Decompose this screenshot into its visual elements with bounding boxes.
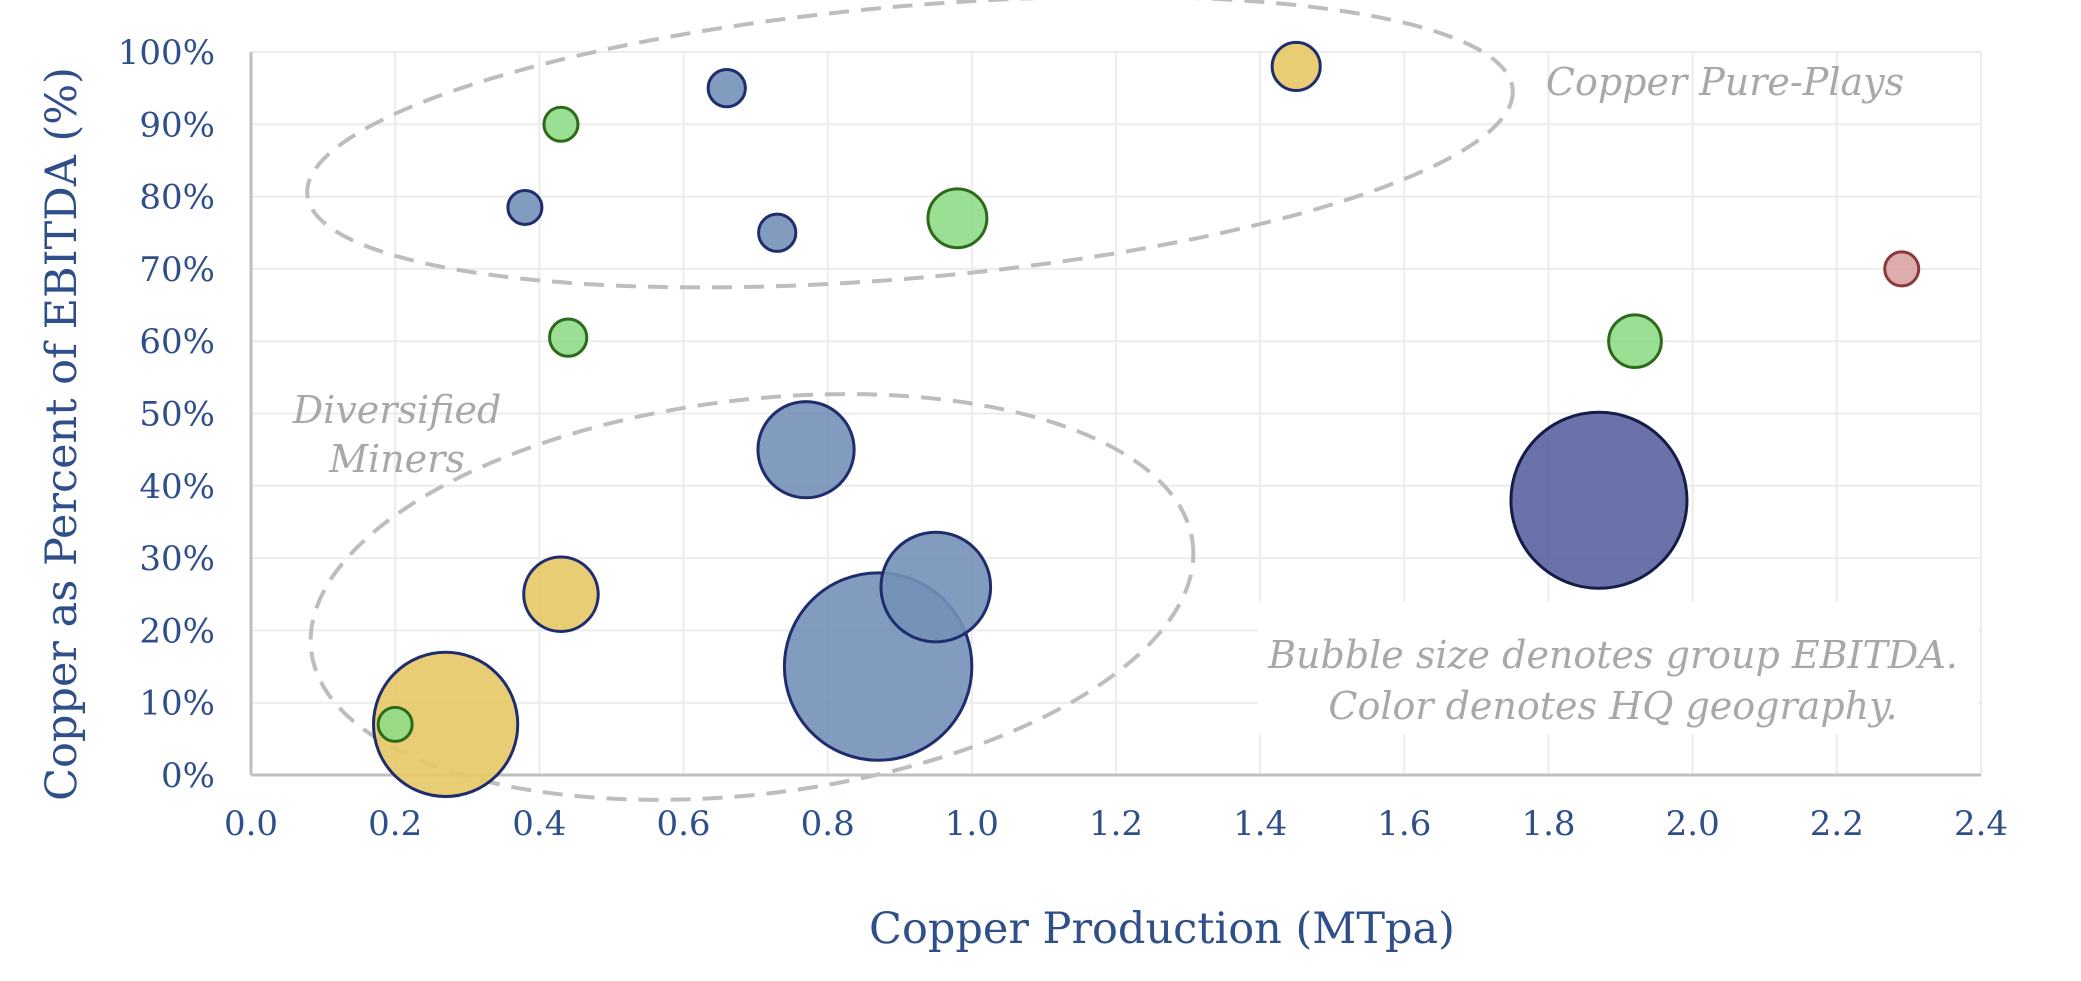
x-tick-label: 1.2 bbox=[1089, 804, 1143, 844]
pure-plays-ellipse bbox=[305, 0, 1515, 290]
y-tick-label: 60% bbox=[139, 322, 215, 362]
bubble-green bbox=[926, 187, 989, 250]
y-tick-label: 50% bbox=[139, 395, 215, 435]
x-tick-label: 0.6 bbox=[656, 804, 710, 844]
x-tick-label: 0.0 bbox=[224, 804, 278, 844]
annotations: Copper Pure-Plays Diversified Miners Bub… bbox=[292, 60, 1958, 728]
y-tick-label: 90% bbox=[139, 105, 215, 145]
bubble-red bbox=[1883, 250, 1921, 288]
diversified-label-line1: Diversified bbox=[292, 388, 502, 432]
bubble-size-note: Bubble size denotes group EBITDA. bbox=[1267, 633, 1958, 677]
bubble-blue bbox=[706, 68, 747, 109]
bubble-yellow bbox=[522, 555, 600, 633]
bubble-navy bbox=[1509, 410, 1689, 590]
x-tick-label: 1.4 bbox=[1233, 804, 1287, 844]
y-tick-label: 10% bbox=[139, 684, 215, 724]
bubble-blue bbox=[756, 400, 856, 500]
diversified-miners-ellipse bbox=[308, 392, 1196, 802]
y-tick-label: 40% bbox=[139, 467, 215, 507]
x-axis-title: Copper Production (MTpa) bbox=[869, 904, 1455, 954]
bubbles bbox=[372, 40, 1921, 799]
pure-plays-label: Copper Pure-Plays bbox=[1546, 60, 1904, 104]
y-tick-label: 70% bbox=[139, 250, 215, 290]
x-tick-label: 0.8 bbox=[801, 804, 855, 844]
x-tick-label: 1.6 bbox=[1377, 804, 1431, 844]
bubble-green bbox=[376, 705, 414, 743]
x-tick-label: 2.0 bbox=[1666, 804, 1720, 844]
color-note: Color denotes HQ geography. bbox=[1328, 684, 1897, 728]
y-axis-title: Copper as Percent of EBITDA (%) bbox=[37, 67, 87, 801]
x-tick-label: 0.4 bbox=[512, 804, 566, 844]
bubble-blue bbox=[879, 530, 993, 644]
y-tick-label: 100% bbox=[118, 33, 215, 73]
bubble-blue bbox=[757, 212, 798, 253]
y-tick-label: 30% bbox=[139, 539, 215, 579]
group-ellipses bbox=[305, 0, 1515, 802]
diversified-label-line2: Miners bbox=[328, 437, 465, 481]
bubble-blue bbox=[506, 188, 544, 226]
bubble-yellow bbox=[372, 650, 520, 799]
y-tick-label: 20% bbox=[139, 611, 215, 651]
x-tick-label: 2.2 bbox=[1810, 804, 1864, 844]
bubble-green bbox=[548, 317, 589, 358]
y-tick-label: 80% bbox=[139, 178, 215, 218]
x-tick-label: 1.8 bbox=[1521, 804, 1575, 844]
axes: 0.0 0.2 0.4 0.6 0.8 1.0 1.2 1.4 1.6 1.8 2.0 2.2 2.4 0… bbox=[118, 33, 2008, 844]
note-background bbox=[1258, 602, 1978, 734]
bubble-yellow bbox=[1270, 40, 1322, 93]
bubble-green bbox=[542, 105, 580, 143]
x-tick-label: 1.0 bbox=[945, 804, 999, 844]
x-tick-label: 2.4 bbox=[1954, 804, 2008, 844]
x-tick-label: 0.2 bbox=[368, 804, 422, 844]
y-tick-label: 0% bbox=[161, 756, 215, 796]
bubble-green bbox=[1607, 313, 1663, 370]
